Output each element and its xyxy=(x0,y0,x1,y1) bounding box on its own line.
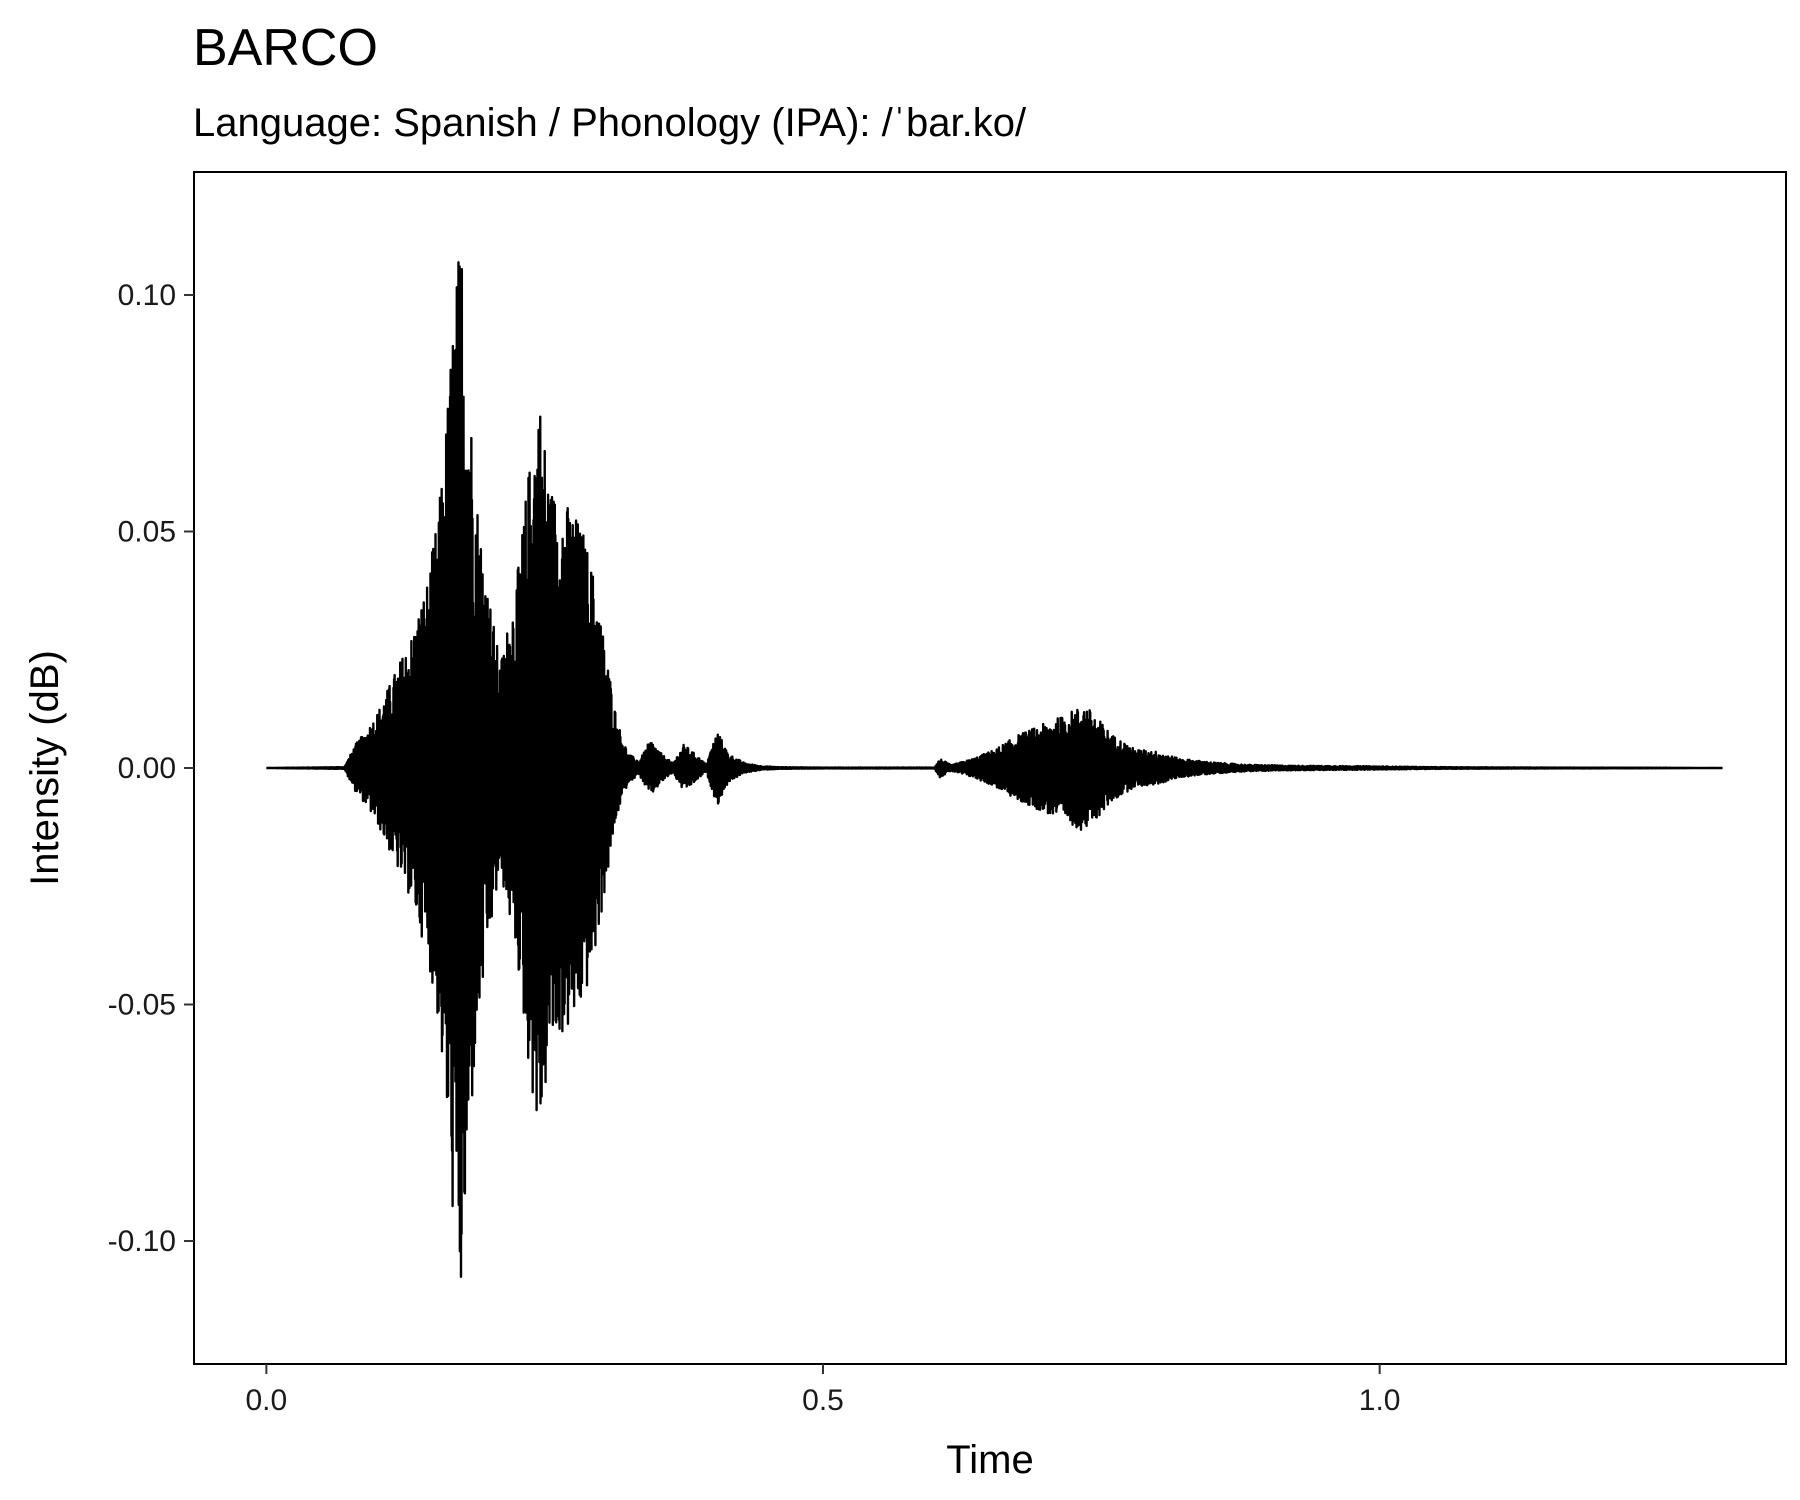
y-axis-label: Intensity (dB) xyxy=(23,650,67,886)
y-tick-label-2: 0.00 xyxy=(118,752,176,785)
x-axis-label: Time xyxy=(946,1438,1033,1482)
x-tick-label-2: 1.0 xyxy=(1359,1384,1401,1417)
x-tick-label-1: 0.5 xyxy=(802,1384,844,1417)
y-axis: 0.10 0.05 0.00 -0.05 -0.10 xyxy=(108,279,194,1258)
waveform-line-0 xyxy=(265,261,1724,1279)
chart-title: BARCO xyxy=(193,19,378,77)
y-tick-label-4: -0.10 xyxy=(108,1225,176,1258)
chart-subtitle: Language: Spanish / Phonology (IPA): /ˈb… xyxy=(193,101,1027,145)
waveform-series xyxy=(265,261,1724,1279)
x-tick-label-0: 0.0 xyxy=(246,1384,288,1417)
y-tick-label-3: -0.05 xyxy=(108,989,176,1022)
y-tick-label-0: 0.10 xyxy=(118,279,176,312)
x-axis: 0.0 0.5 1.0 xyxy=(246,1364,1401,1417)
y-tick-label-1: 0.05 xyxy=(118,515,176,548)
